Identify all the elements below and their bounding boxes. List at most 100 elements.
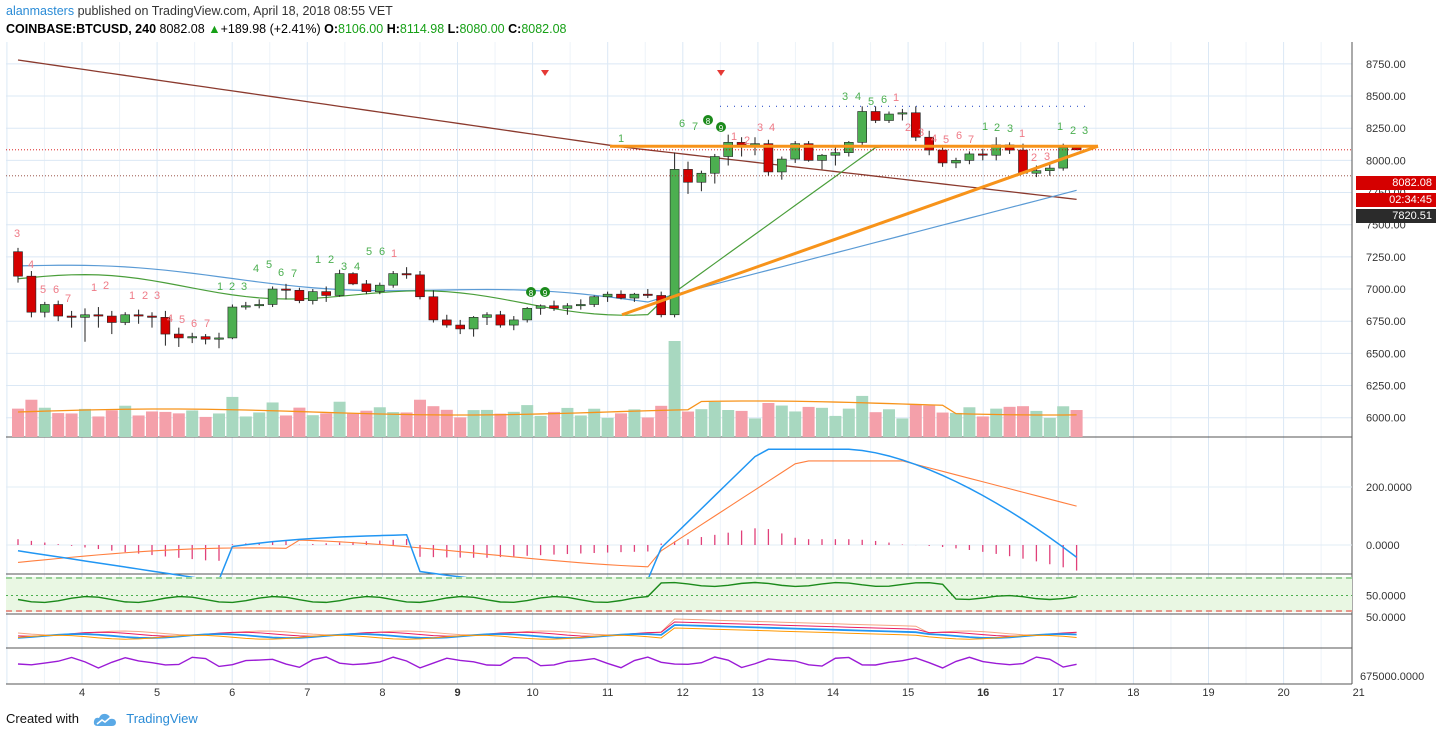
td-count-label: 7 — [204, 318, 210, 330]
td-count-label: 5 — [40, 284, 46, 296]
price-tick-label: 8250.00 — [1366, 123, 1406, 135]
volume-bar — [159, 411, 172, 437]
volume-bar — [856, 395, 869, 437]
tradingview-link[interactable]: TradingView — [126, 711, 198, 726]
close-value: 8082.08 — [521, 22, 567, 36]
candle-body — [133, 314, 144, 317]
candle-body — [267, 288, 278, 305]
td-count-label: 6 — [278, 267, 284, 279]
td-count-label: 3 — [1044, 151, 1050, 163]
volume-bar — [976, 416, 989, 437]
volume-bar — [990, 408, 1003, 437]
volume-bar — [1003, 406, 1016, 437]
candle-body — [254, 304, 264, 307]
volume-bar — [615, 413, 627, 437]
candle-body — [696, 172, 707, 183]
volume-bar — [440, 409, 453, 437]
pane4-tick-label: 50.0000 — [1366, 612, 1406, 624]
volume-bar — [213, 413, 225, 437]
volume-bar — [306, 415, 319, 437]
td-count-label: 3 — [154, 290, 160, 302]
volume-bar — [749, 418, 761, 437]
td-count-label: 3 — [757, 122, 763, 134]
td-count-label: 4 — [253, 263, 259, 275]
candle-body — [307, 291, 318, 301]
td-count-label: 2 — [328, 254, 334, 266]
candle-body — [39, 304, 50, 313]
candle-body — [482, 314, 492, 318]
x-axis-label: 20 — [1277, 687, 1289, 699]
td-setup-badge-label: 8 — [706, 117, 711, 126]
td-count-label: 5 — [366, 246, 372, 258]
candle-body — [468, 317, 479, 330]
td-count-label: 1 — [1057, 121, 1063, 133]
price-tick-label: 7000.00 — [1366, 284, 1406, 296]
volume-bar — [186, 410, 199, 437]
volume-bar — [936, 412, 949, 437]
candle-body — [642, 293, 653, 296]
tradingview-cloud-icon — [93, 713, 116, 726]
created-with-label: Created with — [6, 711, 79, 726]
candle-body — [455, 324, 466, 330]
footer: Created with TradingView — [6, 711, 198, 727]
volume-bar — [896, 418, 909, 437]
price-tick-label: 8000.00 — [1366, 155, 1406, 167]
volume-bar — [454, 417, 467, 437]
candle-body — [120, 314, 130, 323]
volume-bar — [963, 407, 976, 437]
candle-body — [951, 160, 961, 164]
volume-bar — [199, 416, 212, 437]
volume-bar — [12, 408, 24, 437]
td-count-label: 3 — [341, 261, 347, 273]
candle-body — [374, 284, 385, 292]
volume-bar — [682, 411, 694, 437]
volume-bar — [52, 413, 65, 437]
td-count-label: 2 — [1070, 125, 1076, 137]
x-axis-label: 12 — [677, 687, 689, 699]
candle-body — [535, 305, 546, 309]
candle-body — [1018, 149, 1028, 174]
candle-body — [790, 143, 801, 160]
td-count-label: 4 — [855, 91, 861, 103]
candle-body — [830, 152, 841, 156]
candle-body — [776, 158, 787, 173]
last-price: 8082.08 — [159, 22, 205, 36]
td-setup-badge — [703, 115, 713, 125]
candle-body — [562, 305, 573, 309]
x-axis-label: 18 — [1127, 687, 1139, 699]
td-count-label: 2 — [744, 135, 750, 147]
volume-bar — [280, 415, 292, 437]
author-link[interactable]: alanmasters — [6, 4, 75, 18]
candle-body — [495, 314, 506, 326]
volume-bar — [561, 407, 574, 437]
price-tick-label: 8500.00 — [1366, 91, 1406, 103]
td-count-label: 4 — [28, 259, 34, 271]
candle-body — [964, 153, 975, 161]
x-axis-label: 11 — [602, 687, 613, 699]
candle-body — [522, 308, 533, 321]
volume-bar — [119, 405, 132, 437]
rsi-tick-label: 50.0000 — [1366, 591, 1406, 603]
chart-canvas[interactable]: 8750.008500.008250.008000.007750.007500.… — [0, 0, 1438, 705]
up-arrow-icon: ▲ — [208, 22, 221, 36]
volume-bar — [842, 408, 855, 437]
td-setup-badge-label: 9 — [719, 124, 724, 133]
volume-bar — [481, 409, 493, 437]
macd-tick-label: 0.0000 — [1366, 540, 1400, 552]
volume-bar — [883, 409, 895, 437]
td-count-label: 1 — [391, 248, 397, 260]
volume-bar — [628, 409, 641, 437]
candle-body — [388, 273, 399, 286]
volume-bar — [789, 411, 802, 437]
candle-body — [937, 149, 948, 164]
td-count-label: 4 — [354, 261, 360, 273]
volume-bar — [347, 413, 359, 437]
volume-bar — [226, 396, 239, 437]
volume-bar — [950, 412, 962, 437]
candle-body — [321, 291, 332, 296]
volume-bar — [25, 399, 38, 437]
ascending-trendline — [621, 144, 1099, 317]
volume-bar — [1043, 417, 1056, 437]
td-count-label: 3 — [241, 281, 247, 293]
x-axis-label: 13 — [752, 687, 764, 699]
